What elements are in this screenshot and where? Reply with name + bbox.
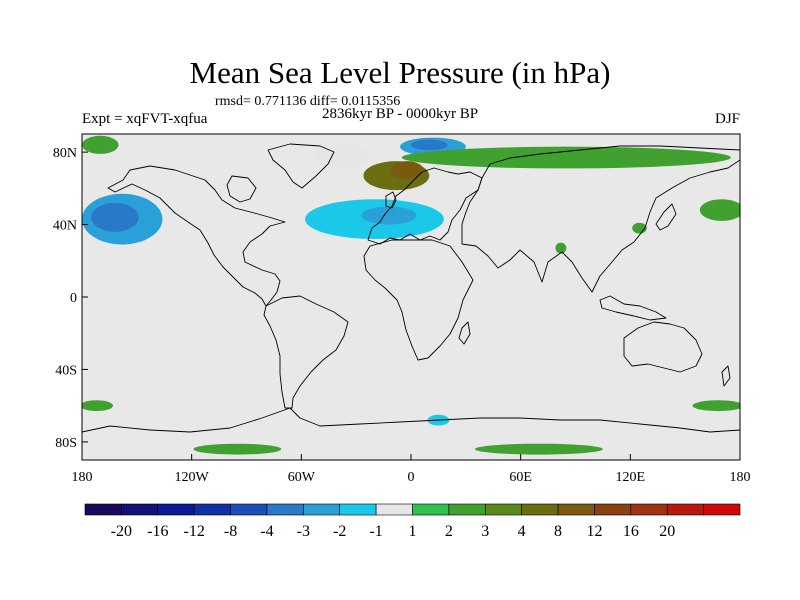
anomaly-region-11	[699, 199, 740, 221]
anomaly-region-17	[193, 443, 282, 455]
colorbar-label: -8	[224, 523, 237, 540]
coastline-uk	[385, 191, 397, 209]
latitude-axis: 80N 40N 0 40S 80S	[53, 146, 88, 451]
colorbar-label: 20	[659, 523, 675, 540]
anomaly-region-9	[82, 135, 119, 154]
anomaly-region-10	[401, 146, 731, 169]
colorbar-label: 1	[409, 523, 417, 540]
colorbar-label: 8	[554, 523, 562, 540]
colorbar-label: 3	[481, 523, 489, 540]
colorbar-swatch-16	[666, 503, 704, 516]
anomaly-region-6	[411, 139, 448, 151]
colorbar-swatch-14	[594, 503, 632, 516]
stats-line: rmsd= 0.771136 diff= 0.0115356	[215, 94, 401, 109]
colorbar-swatch-1	[121, 503, 159, 516]
lat-tick-label: 40N	[53, 219, 77, 234]
coastline-hudson-bay	[226, 175, 257, 203]
longitude-axis: 180 120W 60W 0 60E 120E 180	[72, 454, 751, 485]
lat-tick-label: 0	[70, 291, 77, 306]
colorbar-swatch-4	[230, 503, 268, 516]
colorbar-swatch-15	[630, 503, 668, 516]
anomaly-region-13	[555, 242, 567, 254]
map-title: Mean Sea Level Pressure (in hPa)	[189, 55, 611, 90]
coastline-north-america	[107, 165, 286, 307]
season-label: DJF	[714, 111, 740, 127]
colorbar-swatch-6	[303, 503, 341, 516]
colorbar-label: -3	[297, 523, 310, 540]
coastline-australia	[623, 321, 703, 373]
colorbar-label: -20	[111, 523, 132, 540]
lon-tick-label: 120W	[175, 470, 210, 485]
coastline-madagascar	[458, 321, 471, 345]
colorbar-label: -16	[147, 523, 168, 540]
colorbar-swatch-9	[412, 503, 450, 516]
colorbar-label: -4	[260, 523, 273, 540]
colorbar-swatch-12	[521, 503, 559, 516]
colorbar-label: -1	[369, 523, 382, 540]
colorbar: -20 -16 -12 -8 -4 -3 -2 -1 1 2 3 4 8 12 16 20	[84, 503, 741, 540]
colorbar-swatch-11	[484, 503, 522, 516]
colorbar-swatch-8	[375, 503, 413, 516]
lat-tick-label: 40S	[55, 363, 77, 378]
period-label: 2836kyr BP - 0000kyr BP	[322, 106, 479, 122]
lon-tick-label: 180	[730, 470, 751, 485]
coastline-south-america	[263, 295, 349, 409]
colorbar-label: 2	[445, 523, 453, 540]
lat-tick-label: 80N	[53, 146, 77, 161]
lon-tick-label: 120E	[616, 470, 646, 485]
coastline-asia	[461, 145, 740, 293]
colorbar-label: -12	[184, 523, 205, 540]
colorbar-swatch-0	[84, 503, 122, 516]
lat-tick-label: 80S	[55, 436, 77, 451]
coastline-greenland	[267, 143, 335, 189]
colorbar-label: -2	[333, 523, 346, 540]
anomaly-region-3	[361, 206, 417, 225]
anomaly-shading	[82, 135, 740, 455]
colorbar-label: 4	[518, 523, 526, 540]
colorbar-swatch-17	[703, 503, 741, 516]
lon-tick-label: 0	[408, 470, 415, 485]
coastline-indonesia	[599, 295, 667, 321]
colorbar-swatch-3	[193, 503, 231, 516]
anomaly-region-18	[474, 443, 603, 455]
experiment-label: Expt = xqFVT-xqfua	[82, 111, 208, 127]
colorbar-swatch-2	[157, 503, 195, 516]
coastlines	[82, 143, 740, 433]
lon-tick-label: 180	[72, 470, 93, 485]
anomaly-region-1	[91, 202, 139, 232]
colorbar-swatch-10	[448, 503, 486, 516]
anomaly-region-15	[692, 400, 740, 412]
coastline-africa	[363, 239, 474, 361]
lon-tick-label: 60E	[509, 470, 532, 485]
coastline-japan	[655, 203, 677, 231]
colorbar-label: 16	[623, 523, 639, 540]
anomaly-region-14	[82, 400, 114, 412]
colorbar-label: 12	[586, 523, 602, 540]
coastline-antarctica	[82, 407, 740, 433]
anomaly-region-8	[390, 161, 424, 180]
lon-tick-label: 60W	[288, 470, 316, 485]
colorbar-swatch-7	[339, 503, 377, 516]
colorbar-swatch-13	[557, 503, 595, 516]
anomaly-region-4	[314, 141, 369, 171]
colorbar-swatch-5	[266, 503, 304, 516]
coastline-new-zealand	[721, 365, 731, 387]
